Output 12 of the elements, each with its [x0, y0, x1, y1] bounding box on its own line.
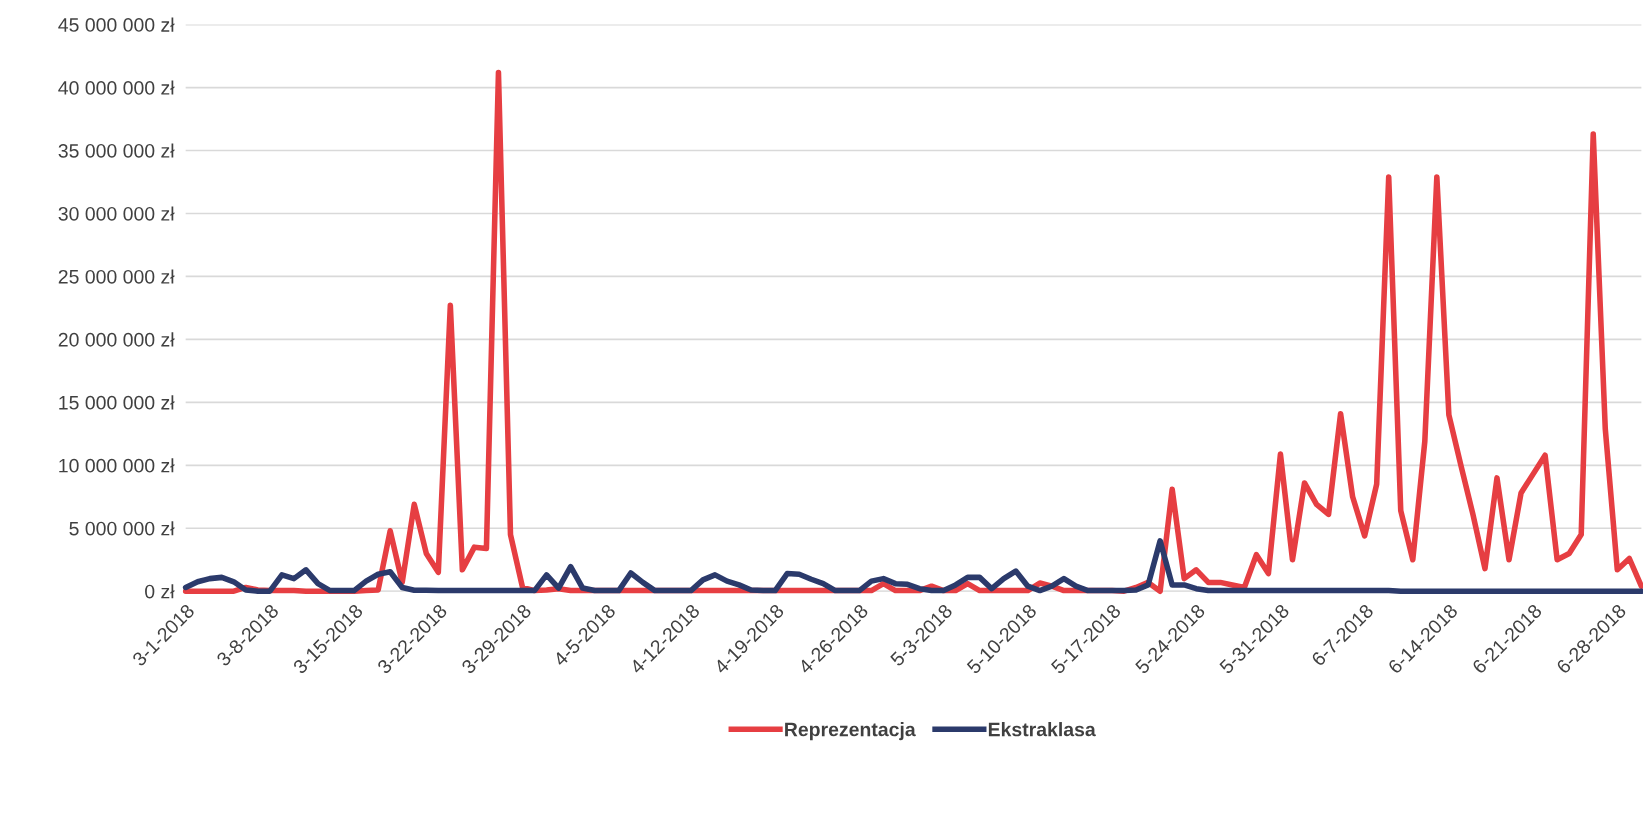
legend-label: Reprezentacja	[785, 722, 916, 741]
y-tick-label: 25 000 000 zł	[58, 269, 175, 284]
y-tick-label: 30 000 000 zł	[58, 206, 175, 221]
y-tick-label: 35 000 000 zł	[58, 143, 175, 158]
y-tick-label: 10 000 000 zł	[59, 458, 175, 473]
y-tick-label: 15 000 000 zł	[59, 395, 175, 410]
y-tick-label: 45 000 000 zł	[58, 17, 175, 32]
y-tick-label: 0 zł	[145, 584, 175, 599]
y-tick-label: 40 000 000 zł	[58, 80, 175, 95]
y-tick-label: 20 000 000 zł	[58, 332, 175, 347]
y-tick-label: 5 000 000 zł	[69, 521, 175, 536]
legend-label: Ekstraklasa	[988, 722, 1096, 737]
